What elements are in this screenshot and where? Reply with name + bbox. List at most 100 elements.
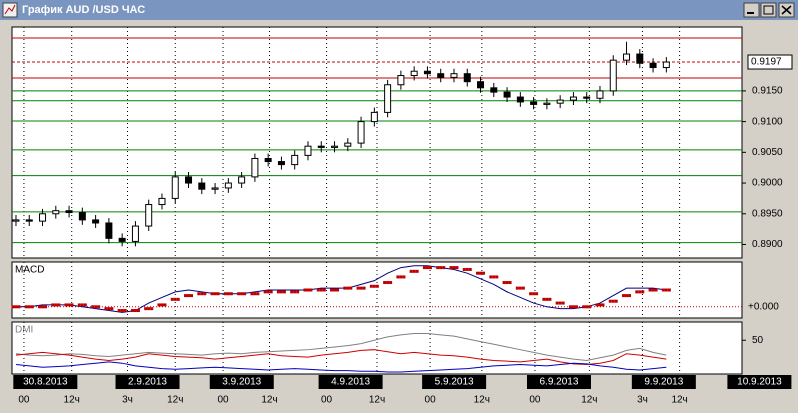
macd-signal-dot bbox=[628, 294, 632, 298]
macd-signal-dot bbox=[160, 303, 164, 307]
macd-signal-dot bbox=[200, 292, 204, 296]
macd-signal-dot bbox=[173, 297, 177, 301]
macd-signal-dot bbox=[651, 288, 655, 292]
candle-body bbox=[211, 187, 219, 190]
candle-body bbox=[384, 84, 392, 113]
macd-signal-dot bbox=[359, 286, 363, 290]
macd-signal-dot bbox=[94, 305, 98, 309]
macd-signal-dot bbox=[282, 290, 286, 294]
macd-signal-dot bbox=[635, 290, 639, 294]
x-tick-label: 12ч bbox=[167, 395, 183, 406]
date-box bbox=[13, 375, 78, 389]
macd-signal-dot bbox=[402, 275, 406, 279]
candle-body bbox=[397, 75, 405, 86]
macd-signal-dot bbox=[266, 290, 270, 294]
macd-signal-dot bbox=[502, 281, 506, 285]
macd-signal-dot bbox=[412, 269, 416, 273]
macd-signal-dot bbox=[548, 297, 552, 301]
macd-signal-dot bbox=[330, 288, 334, 292]
macd-signal-dot bbox=[250, 292, 254, 296]
macd-signal-dot bbox=[296, 290, 300, 294]
close-button[interactable] bbox=[778, 2, 795, 18]
macd-signal-dot bbox=[70, 303, 74, 307]
macd-signal-dot bbox=[601, 303, 605, 307]
current-price-box bbox=[747, 54, 793, 70]
macd-signal-dot bbox=[256, 292, 260, 296]
macd-signal-dot bbox=[664, 288, 668, 292]
macd-signal-dot bbox=[654, 288, 658, 292]
candle-body bbox=[530, 101, 538, 105]
macd-signal-dot bbox=[495, 275, 499, 279]
macd-signal-dot bbox=[57, 303, 61, 307]
date-label: 3.9.2013 bbox=[222, 377, 261, 388]
macd-signal-dot bbox=[322, 288, 326, 292]
x-tick-label: 00 bbox=[321, 395, 333, 406]
macd-signal-dot bbox=[117, 309, 121, 313]
macd-signal-dot bbox=[306, 288, 310, 292]
x-tick-label: 00 bbox=[217, 395, 229, 406]
candle-body bbox=[12, 219, 20, 222]
macd-signal-dot bbox=[349, 286, 353, 290]
macd-signal-dot bbox=[465, 267, 469, 271]
macd-signal-dot bbox=[303, 288, 307, 292]
macd-signal-dot bbox=[489, 275, 493, 279]
macd-signal-dot bbox=[30, 305, 34, 309]
minimize-button[interactable] bbox=[743, 2, 760, 18]
macd-signal-dot bbox=[293, 290, 297, 294]
macd-signal-dot bbox=[369, 284, 373, 288]
macd-signal-dot bbox=[396, 275, 400, 279]
macd-signal-dot bbox=[67, 303, 71, 307]
x-tick-label: 12ч bbox=[474, 395, 490, 406]
candle-body bbox=[264, 157, 272, 163]
macd-signal-dot bbox=[333, 288, 337, 292]
macd-signal-dot bbox=[133, 309, 137, 313]
y-tick-label: 0.9000 bbox=[752, 178, 783, 189]
macd-signal-dot bbox=[24, 305, 28, 309]
macd-signal-dot bbox=[41, 305, 45, 309]
candle-body bbox=[437, 73, 445, 78]
date-box bbox=[727, 375, 792, 389]
macd-signal-dot bbox=[571, 305, 575, 309]
macd-signal-dot bbox=[107, 307, 111, 311]
dmi-line bbox=[15, 361, 667, 373]
macd-signal-dot bbox=[521, 286, 525, 290]
macd-signal-dot bbox=[336, 288, 340, 292]
macd-signal-dot bbox=[163, 303, 167, 307]
macd-signal-dot bbox=[226, 292, 230, 296]
macd-signal-dot bbox=[422, 266, 426, 270]
macd-signal-dot bbox=[316, 288, 320, 292]
candle-body bbox=[251, 157, 259, 178]
candle-body bbox=[277, 161, 285, 166]
candle-body bbox=[450, 73, 458, 78]
macd-signal-dot bbox=[638, 290, 642, 294]
window-icon bbox=[2, 2, 18, 18]
candle-body bbox=[609, 59, 617, 92]
x-tick-label: 12ч bbox=[64, 395, 80, 406]
macd-signal-dot bbox=[210, 292, 214, 296]
macd-signal-dot bbox=[80, 303, 84, 307]
date-box bbox=[422, 375, 487, 389]
y-tick-label: 0.8950 bbox=[752, 208, 783, 219]
macd-signal-dot bbox=[290, 290, 294, 294]
date-label: 30.8.2013 bbox=[23, 377, 68, 388]
macd-signal-dot bbox=[362, 286, 366, 290]
macd-signal-dot bbox=[372, 284, 376, 288]
macd-signal-dot bbox=[574, 305, 578, 309]
macd-signal-dot bbox=[545, 297, 549, 301]
y-tick-label: 0.9100 bbox=[752, 116, 783, 127]
candle-body bbox=[25, 219, 33, 222]
macd-signal-dot bbox=[482, 271, 486, 275]
candle-body bbox=[623, 53, 631, 61]
candle-body bbox=[490, 87, 498, 93]
window-title: График AUD /USD ЧАС bbox=[22, 4, 145, 16]
macd-signal-dot bbox=[449, 266, 453, 270]
macd-signal-dot bbox=[197, 292, 201, 296]
x-tick-label: 00 bbox=[425, 395, 437, 406]
macd-signal-dot bbox=[532, 292, 536, 296]
candle-body bbox=[344, 142, 352, 147]
macd-signal-dot bbox=[38, 305, 42, 309]
candle-body bbox=[65, 210, 73, 214]
maximize-button[interactable] bbox=[760, 2, 777, 18]
candle-body bbox=[370, 111, 378, 123]
